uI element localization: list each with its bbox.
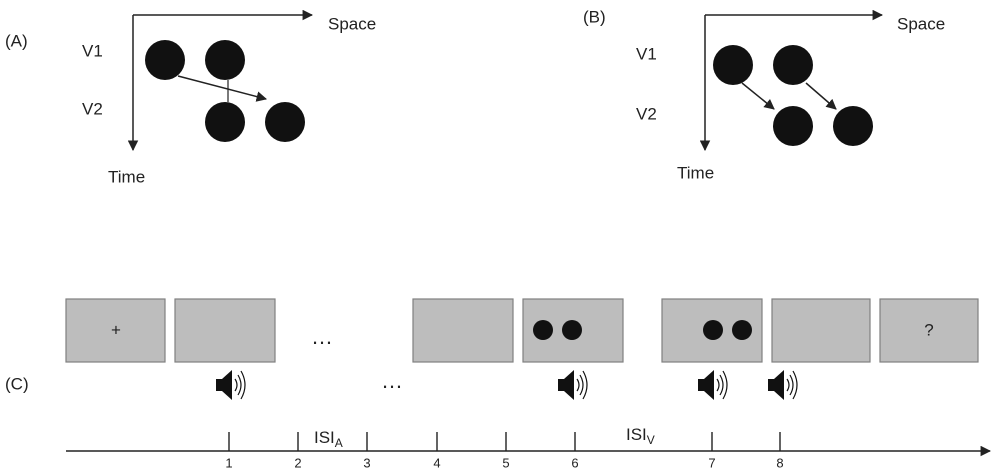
dot <box>265 102 305 142</box>
dot <box>533 320 553 340</box>
panel-b: (B) Space V1 V2 Time <box>583 7 945 182</box>
panel-label: (C) <box>5 374 29 393</box>
screen <box>879 298 979 363</box>
tick-label: 5 <box>502 455 509 470</box>
ticks: 1 2 3 4 5 6 7 8 <box>225 432 784 470</box>
arrow <box>805 82 837 110</box>
arrow <box>741 82 775 110</box>
isi-label: ISIV <box>626 425 655 447</box>
dot <box>713 45 753 85</box>
axis-label: Space <box>328 14 376 33</box>
tick-label: 1 <box>225 455 232 470</box>
dot <box>205 40 245 80</box>
axis-label: Space <box>897 14 945 33</box>
row-label: V1 <box>636 44 657 63</box>
dot <box>773 45 813 85</box>
dot <box>562 320 582 340</box>
isi-label: ISIA <box>314 428 343 450</box>
panel-label: (B) <box>583 7 606 26</box>
isi-sub: V <box>647 433 655 447</box>
screen <box>412 298 514 363</box>
tick-label: 6 <box>571 455 578 470</box>
axis-label: Time <box>677 163 714 182</box>
screen <box>174 298 276 363</box>
speaker-icon <box>767 369 798 401</box>
dot <box>833 106 873 146</box>
tick-label: 8 <box>776 455 783 470</box>
question: ? <box>924 320 933 339</box>
panel-label: (A) <box>5 31 28 50</box>
row-label: V2 <box>636 104 657 123</box>
panel-a: (A) Space V1 V2 Time <box>5 9 376 186</box>
dot <box>703 320 723 340</box>
screen <box>65 298 166 363</box>
speaker-icon <box>697 369 728 401</box>
ellipsis: … <box>381 368 403 393</box>
row-label: V1 <box>82 41 103 60</box>
tick-label: 3 <box>363 455 370 470</box>
row-label: V2 <box>82 99 103 118</box>
tick-label: 4 <box>433 455 440 470</box>
isi-sub: A <box>335 436 343 450</box>
screen <box>771 298 871 363</box>
isi-text: ISI <box>626 425 647 444</box>
dot <box>205 102 245 142</box>
axis-label: Time <box>108 167 145 186</box>
tick-label: 2 <box>294 455 301 470</box>
arrow <box>177 75 268 102</box>
speaker-icon <box>215 369 246 401</box>
isi-text: ISI <box>314 428 335 447</box>
dot <box>773 106 813 146</box>
dot <box>145 40 185 80</box>
tick-label: 7 <box>708 455 715 470</box>
speaker-icon <box>557 369 588 401</box>
dot <box>732 320 752 340</box>
fixation: + <box>111 320 121 339</box>
ellipsis: … <box>311 324 333 349</box>
